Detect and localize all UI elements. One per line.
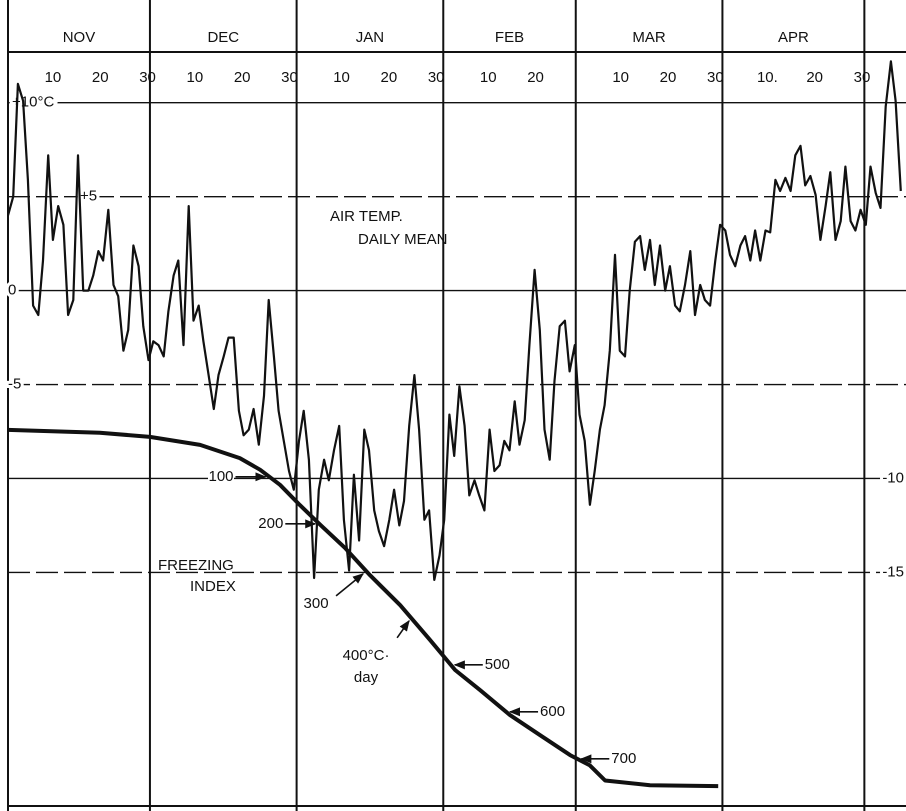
- x-tick-label: 30: [139, 69, 156, 86]
- grid: [8, 0, 906, 811]
- month-label: JAN: [356, 29, 384, 46]
- annotation: INDEX: [190, 578, 236, 595]
- index-label: 100: [208, 465, 234, 488]
- x-tick-label: 10: [480, 69, 497, 86]
- y-tick-label: -15: [882, 563, 904, 580]
- month-label: DEC: [207, 29, 239, 46]
- x-tick-label: 10: [612, 69, 629, 86]
- index-label: 700: [611, 747, 637, 770]
- annotation: AIR TEMP.: [330, 208, 403, 225]
- y-tick-label: 0: [8, 282, 16, 299]
- x-tick-label: 30: [428, 69, 445, 86]
- month-label: NOV: [63, 29, 96, 46]
- month-label: APR: [778, 29, 809, 46]
- x-tick-label: 20: [527, 69, 544, 86]
- index-label: 500: [484, 653, 510, 676]
- y-tick-label: +5: [80, 188, 97, 205]
- month-label: MAR: [632, 29, 666, 46]
- index-label: 300: [303, 592, 329, 615]
- annotation: FREEZING: [158, 557, 234, 574]
- x-tick-label: 20: [381, 69, 398, 86]
- index-label: 200: [258, 512, 284, 535]
- x-tick-label: 10: [187, 69, 204, 86]
- x-tick-label: 20: [92, 69, 109, 86]
- annotation: DAILY MEAN: [358, 231, 447, 248]
- y-tick-label: -5: [8, 376, 21, 393]
- x-tick-label: 30: [281, 69, 298, 86]
- y-tick-label: -10: [882, 469, 904, 486]
- temperature-line: [6, 60, 902, 581]
- x-tick-label: 30: [707, 69, 724, 86]
- month-label: FEB: [495, 29, 524, 46]
- x-tick-label: 10.: [757, 69, 778, 86]
- index-label: 600: [540, 700, 566, 723]
- x-tick-label: 20: [234, 69, 251, 86]
- x-tick-label: 20: [806, 69, 823, 86]
- freezing-index-line: [7, 427, 719, 789]
- x-tick-label: 30: [854, 69, 871, 86]
- x-tick-label: 10: [45, 69, 62, 86]
- index-arrow: [396, 619, 410, 639]
- index-arrow: [335, 573, 364, 597]
- index-label: 400°C· day: [342, 644, 390, 689]
- x-tick-label: 10: [333, 69, 350, 86]
- x-tick-label: 20: [660, 69, 677, 86]
